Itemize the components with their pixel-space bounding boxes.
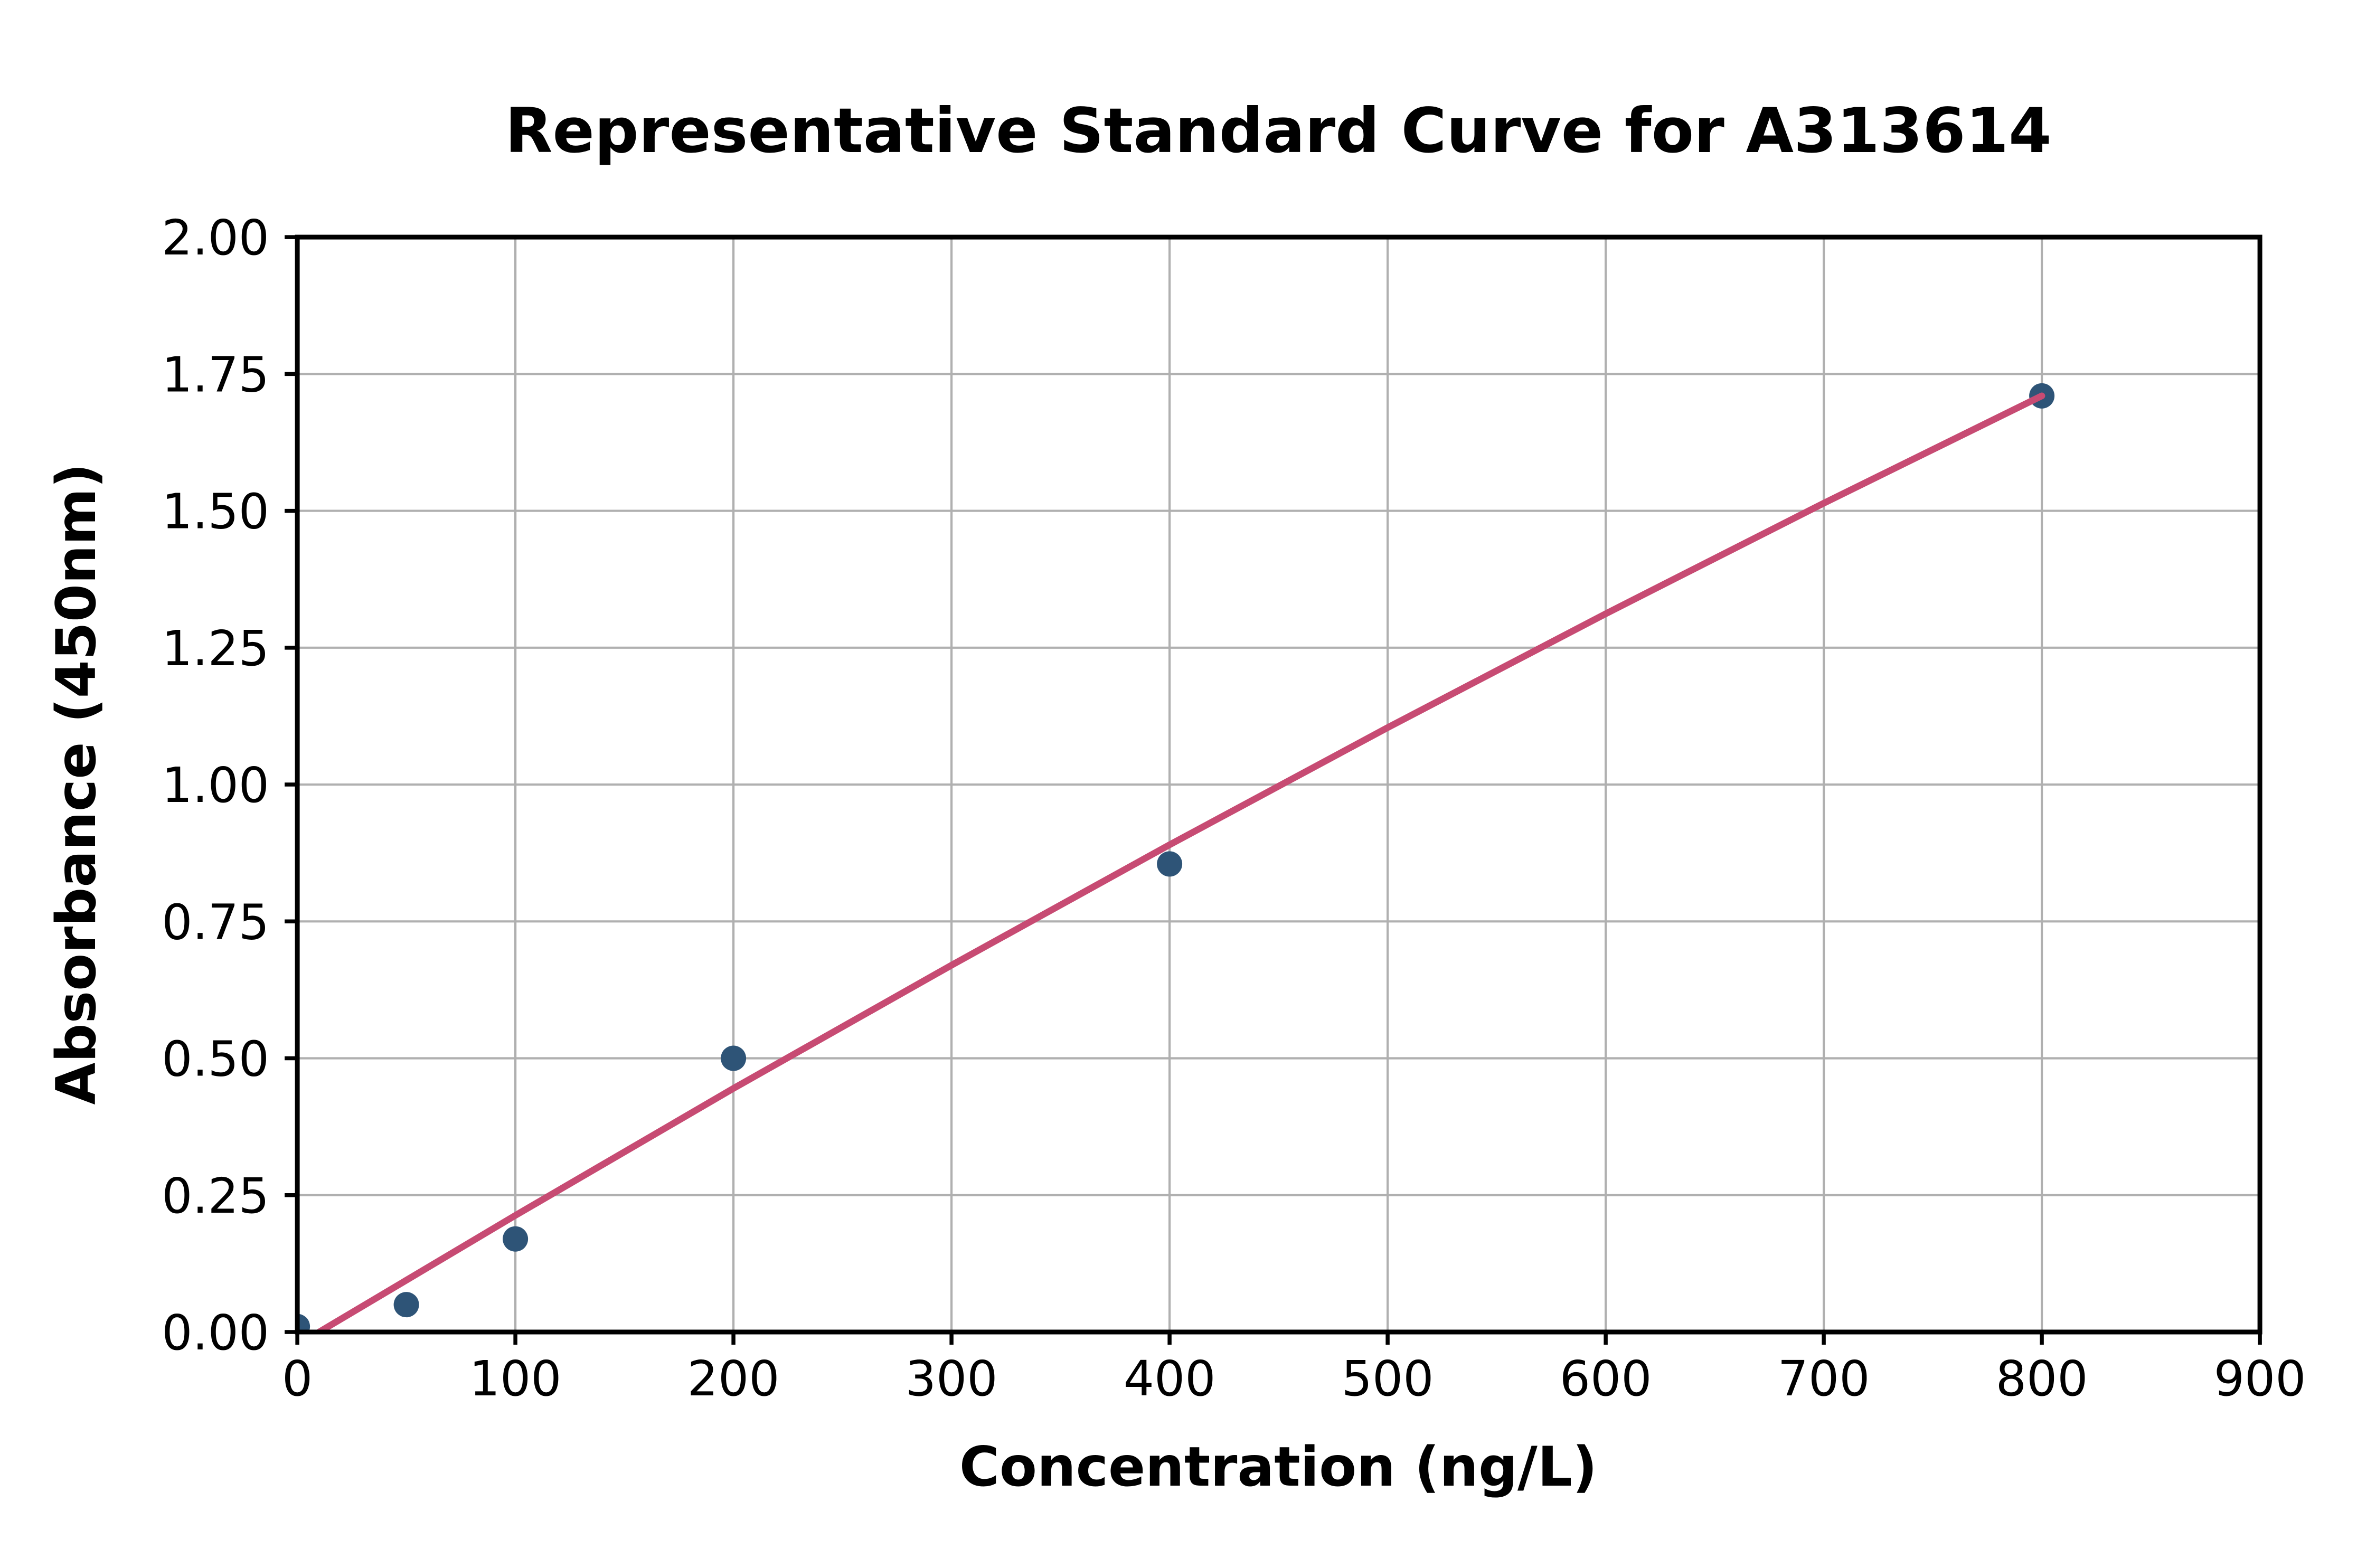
- x-tick-label: 500: [1342, 1350, 1434, 1407]
- data-point: [393, 1292, 419, 1318]
- x-tick-label: 600: [1560, 1350, 1652, 1407]
- x-tick-label: 0: [282, 1350, 313, 1407]
- x-tick-label: 300: [906, 1350, 998, 1407]
- data-layer: [297, 383, 2055, 1332]
- y-tick-label: 0.75: [162, 894, 269, 950]
- x-tick-label: 400: [1124, 1350, 1216, 1407]
- axes-layer: 0 100 200 300 400 500 600 700 800 900 0.00 0.25 0.50…: [162, 210, 2306, 1407]
- y-tick-label: 1.75: [162, 346, 269, 403]
- y-tick-label: 0.00: [162, 1305, 269, 1361]
- plot-spines: [295, 234, 2262, 1335]
- x-tick-label: 800: [1996, 1350, 2088, 1407]
- x-tick-label: 200: [687, 1350, 780, 1407]
- trend-line: [316, 392, 2045, 1332]
- chart-title: Representative Standard Curve for A31361…: [505, 95, 2051, 167]
- y-axis-label: Absorbance (450nm): [45, 463, 108, 1104]
- x-tick-label: 100: [469, 1350, 562, 1407]
- data-point: [721, 1045, 747, 1071]
- y-tick-label: 2.00: [162, 210, 269, 266]
- data-point: [297, 1314, 310, 1332]
- data-point: [1157, 851, 1183, 877]
- y-tick-label: 1.00: [162, 757, 269, 814]
- fit-line-group: [316, 392, 2045, 1332]
- x-tick-label: 700: [1778, 1350, 1870, 1407]
- y-tick-label: 0.25: [162, 1168, 269, 1224]
- y-tick-label: 1.25: [162, 620, 269, 677]
- data-point: [503, 1226, 529, 1252]
- x-tick-label: 900: [2214, 1350, 2306, 1407]
- y-tick-label: 1.50: [162, 484, 269, 540]
- x-axis-label: Concentration (ng/L): [959, 1435, 1597, 1499]
- y-tick-label: 0.50: [162, 1031, 269, 1088]
